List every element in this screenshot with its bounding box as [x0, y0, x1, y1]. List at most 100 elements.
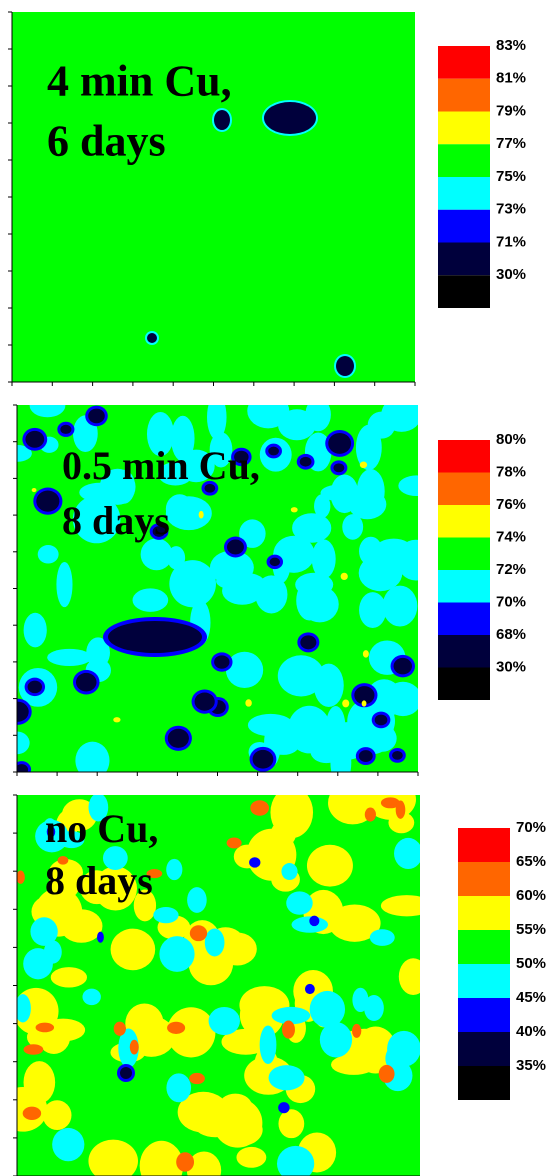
contour-region: [30, 917, 57, 946]
contour-region: [120, 1067, 132, 1079]
legend-swatch: [458, 1032, 510, 1066]
contour-region: [24, 613, 47, 648]
contour-region: [397, 540, 435, 581]
contour-region: [278, 1102, 289, 1113]
legend-label: 70%: [496, 593, 526, 610]
contour-region: [245, 699, 252, 706]
contour-region: [214, 110, 230, 130]
contour-region: [214, 655, 229, 668]
legend-label: 45%: [516, 989, 546, 1006]
legend-label: 65%: [516, 853, 546, 870]
contour-region: [24, 1061, 56, 1103]
contour-region: [32, 488, 37, 492]
map-caption: 8 days: [45, 858, 153, 903]
contour-region: [381, 895, 433, 916]
contour-region: [356, 425, 382, 470]
legend-label: 60%: [516, 887, 546, 904]
contour-region: [176, 1152, 194, 1171]
contour-region: [281, 665, 316, 684]
contour-region: [159, 936, 194, 972]
contour-region: [205, 929, 225, 957]
contour-region: [394, 838, 422, 869]
legend-label: 30%: [496, 658, 526, 675]
contour-region: [168, 729, 189, 748]
legend-label: 80%: [496, 431, 526, 448]
contour-region: [305, 984, 315, 994]
legend-swatch: [438, 505, 490, 538]
legend-label: 40%: [516, 1023, 546, 1040]
contour-region: [312, 539, 336, 578]
legend-swatch: [438, 570, 490, 603]
legend-label: 73%: [496, 201, 526, 218]
legend-label: 30%: [496, 266, 526, 283]
contour-region: [36, 1023, 54, 1033]
contour-region: [300, 457, 312, 467]
contour-region: [352, 1024, 361, 1038]
contour-region: [394, 658, 412, 674]
contour-region: [60, 909, 102, 942]
contour-region: [392, 751, 403, 760]
contour-region: [286, 891, 312, 914]
panel: 4 min Cu,6 days83%81%79%77%75%73%71%30%: [8, 12, 526, 386]
contour-region: [187, 887, 207, 913]
contour-region: [328, 433, 351, 454]
legend-swatch: [438, 440, 490, 473]
legend-swatch: [438, 668, 490, 701]
contour-region: [111, 929, 156, 971]
contour-region: [250, 800, 269, 815]
legend-swatch: [438, 112, 490, 145]
contour-region: [363, 650, 369, 657]
contour-region: [359, 537, 383, 566]
contour-region: [270, 558, 280, 566]
map-caption: 4 min Cu,: [47, 56, 232, 105]
contour-region: [75, 742, 109, 780]
contour-region: [195, 692, 215, 710]
legend-label: 70%: [516, 819, 546, 836]
contour-region: [305, 398, 331, 431]
legend-label: 75%: [496, 168, 526, 185]
contour-region: [359, 592, 386, 628]
contour-region: [43, 1100, 72, 1130]
contour-region: [362, 700, 367, 706]
legend-label: 79%: [496, 102, 526, 119]
legend-swatch: [458, 1066, 510, 1100]
legend-swatch: [458, 828, 510, 862]
legend-swatch: [438, 538, 490, 571]
figure: 4 min Cu,6 days83%81%79%77%75%73%71%30%0…: [0, 0, 559, 1176]
legend-swatch: [438, 635, 490, 668]
legend-swatch: [438, 243, 490, 276]
legend-swatch: [458, 862, 510, 896]
contour-region: [23, 948, 53, 979]
legend-label: 76%: [496, 496, 526, 513]
legend-swatch: [438, 210, 490, 243]
legend-label: 50%: [516, 955, 546, 972]
contour-region: [253, 750, 274, 769]
legend-label: 77%: [496, 135, 526, 152]
legend-swatch: [438, 603, 490, 636]
contour-region: [310, 991, 345, 1028]
contour-region: [268, 447, 279, 456]
contour-region: [387, 1031, 421, 1067]
contour-region: [130, 1040, 139, 1055]
contour-region: [227, 838, 242, 849]
contour-region: [133, 588, 169, 611]
contour-region: [24, 1044, 44, 1054]
contour-region: [209, 1007, 240, 1035]
contour-region: [307, 845, 353, 887]
contour-region: [320, 484, 365, 502]
legend-label: 55%: [516, 921, 546, 938]
legend-swatch: [438, 275, 490, 308]
contour-region: [381, 397, 421, 432]
contour-region: [52, 1128, 84, 1161]
contour-region: [333, 463, 344, 472]
legend-label: 81%: [496, 70, 526, 87]
contour-region: [375, 715, 388, 726]
contour-region: [199, 511, 204, 519]
contour-region: [213, 1098, 262, 1147]
contour-region: [383, 586, 418, 627]
contour-region: [167, 1022, 185, 1034]
contour-region: [379, 1065, 395, 1083]
contour-region: [398, 475, 434, 496]
contour-region: [38, 545, 59, 563]
legend-swatch: [438, 144, 490, 177]
